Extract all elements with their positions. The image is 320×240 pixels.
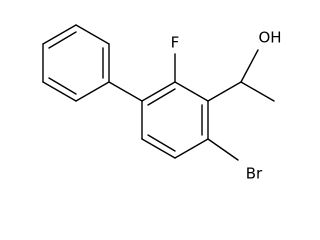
atom-label: Br: [246, 165, 263, 183]
atom-label: OH: [258, 29, 281, 47]
structure: F OH Br: [42, 24, 282, 183]
page: F OH Br (() => { const data = JSON.parse…: [42, 24, 282, 183]
atom-label: F: [171, 34, 180, 52]
bonds: [42, 24, 275, 161]
